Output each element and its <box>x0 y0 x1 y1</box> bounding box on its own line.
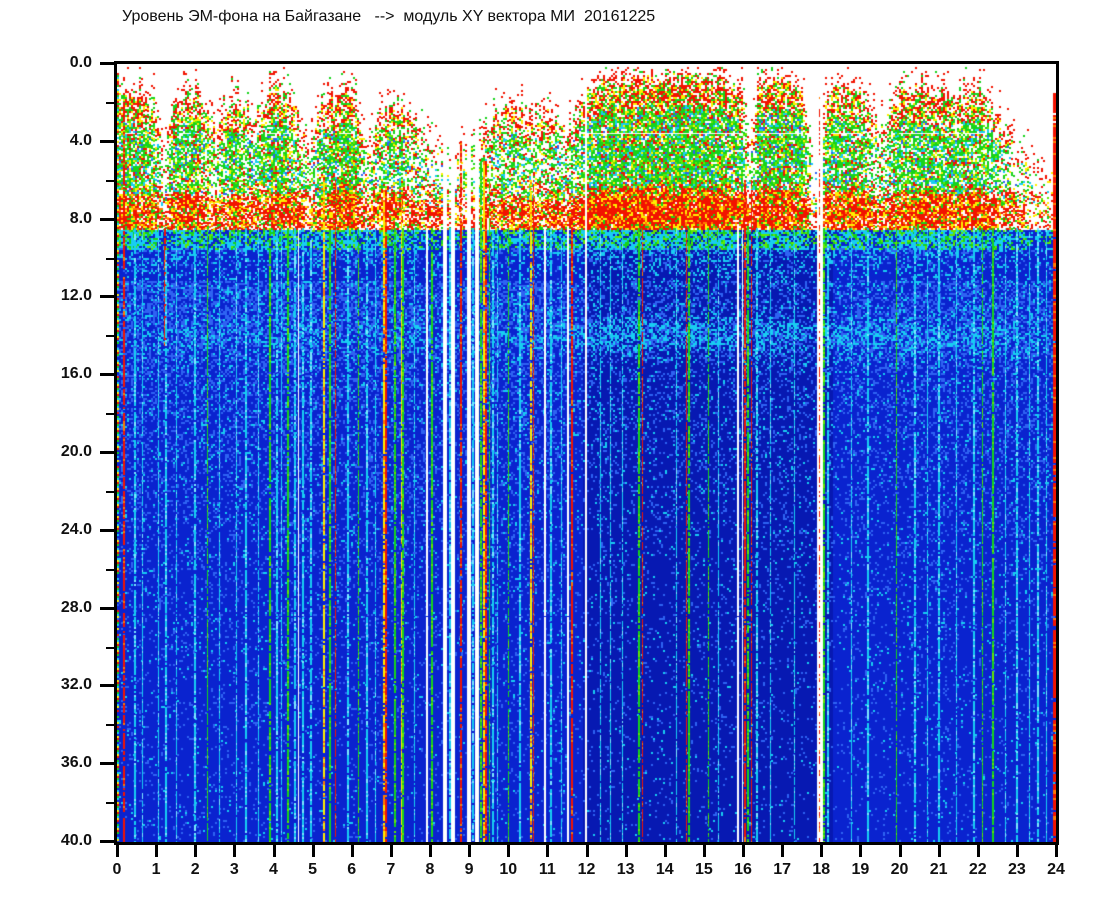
y-axis-tick-label: 16.0 <box>60 365 92 383</box>
x-axis-tick-label: 1 <box>151 861 161 878</box>
x-axis-tick <box>1015 845 1019 857</box>
y-axis-tick-label: 32.0 <box>60 676 92 694</box>
y-axis-tick <box>100 217 114 221</box>
y-axis-minor-tick <box>106 490 114 493</box>
x-axis-tick <box>468 845 472 857</box>
x-axis-tick-label: 0 <box>112 861 122 878</box>
y-axis-tick <box>100 451 114 454</box>
x-axis-tick <box>859 845 863 857</box>
x-axis-tick <box>898 845 902 857</box>
y-axis-tick <box>100 606 114 610</box>
x-axis-tick-label: 13 <box>616 861 635 878</box>
y-axis-tick-label: 4.0 <box>69 131 92 149</box>
x-axis-tick-label: 19 <box>851 861 870 878</box>
x-axis-tick <box>429 845 432 857</box>
x-axis-tick <box>546 845 550 857</box>
plot-frame <box>114 61 1059 845</box>
x-axis-tick-label: 8 <box>425 861 435 878</box>
x-axis-tick-label: 12 <box>577 861 596 878</box>
x-axis-tick-label: 14 <box>655 861 674 878</box>
x-axis-tick <box>389 845 393 857</box>
x-axis-tick-label: 23 <box>1007 861 1026 878</box>
x-axis-tick-label: 9 <box>464 861 474 878</box>
x-axis-tick-label: 6 <box>347 861 357 878</box>
x-axis-tick <box>742 845 745 857</box>
y-axis-minor-tick <box>106 646 114 649</box>
x-axis-tick-label: 7 <box>386 861 396 878</box>
y-axis-minor-tick <box>106 335 114 338</box>
y-axis-tick-label: 8.0 <box>69 209 92 227</box>
y-axis-tick-label: 36.0 <box>60 754 92 772</box>
x-axis-tick-label: 15 <box>694 861 713 878</box>
y-axis-tick-label: 20.0 <box>60 443 92 460</box>
x-axis-tick <box>937 845 941 857</box>
x-axis-tick <box>976 845 980 857</box>
x-axis-tick <box>116 845 119 857</box>
x-axis-tick <box>507 845 511 857</box>
y-axis-tick-label: 24.0 <box>60 520 92 538</box>
x-axis-tick-label: 11 <box>538 861 556 878</box>
x-axis-tick-label: 24 <box>1047 861 1065 878</box>
y-axis-minor-tick <box>106 724 114 727</box>
x-axis-tick-label: 5 <box>308 861 318 878</box>
y-axis-tick-label: 0.0 <box>69 54 92 71</box>
x-axis-tick-label: 18 <box>812 861 831 878</box>
x-axis-tick <box>194 845 198 857</box>
x-axis-tick-label: 10 <box>499 861 518 878</box>
x-axis-tick <box>663 845 667 857</box>
y-axis-tick <box>100 840 114 843</box>
y-axis-minor-tick <box>106 179 114 182</box>
x-axis-tick <box>585 845 589 857</box>
chart-title: Уровень ЭМ-фона на Байгазане --> модуль … <box>122 8 656 25</box>
x-axis-tick <box>820 845 824 857</box>
y-axis-tick <box>100 762 114 766</box>
x-axis-tick-label: 17 <box>773 861 792 878</box>
y-axis-minor-tick <box>106 257 114 260</box>
x-axis-tick <box>781 845 785 857</box>
x-axis-tick <box>624 845 628 857</box>
y-axis-tick <box>100 684 114 688</box>
x-axis-tick-label: 4 <box>269 861 278 878</box>
x-axis-tick <box>311 845 315 857</box>
x-axis-tick-label: 3 <box>229 861 239 878</box>
x-axis-tick <box>1055 845 1058 857</box>
y-axis-tick-label: 12.0 <box>60 287 92 305</box>
y-axis-minor-tick <box>106 413 114 416</box>
y-axis-minor-tick <box>106 101 114 104</box>
x-axis-tick-label: 22 <box>968 861 987 878</box>
x-axis-tick <box>350 845 354 857</box>
y-axis-tick <box>100 373 114 377</box>
x-axis-tick-label: 21 <box>929 861 948 878</box>
x-axis-tick-label: 2 <box>190 861 200 878</box>
y-axis-tick <box>100 62 114 65</box>
spectrogram-canvas <box>117 64 1056 842</box>
y-axis-tick-label: 40.0 <box>60 832 92 849</box>
x-axis-tick <box>233 845 237 857</box>
x-axis-tick-label: 16 <box>734 861 752 878</box>
y-axis-minor-tick <box>106 568 114 571</box>
y-axis-tick <box>100 295 114 299</box>
y-axis-tick <box>100 139 114 143</box>
x-axis-tick <box>272 845 276 857</box>
x-axis-tick-label: 20 <box>890 861 909 878</box>
y-axis-tick-label: 28.0 <box>60 598 92 616</box>
y-axis-minor-tick <box>106 802 114 805</box>
y-axis-tick <box>100 528 114 532</box>
x-axis-tick <box>702 845 706 857</box>
x-axis-tick <box>155 845 159 857</box>
